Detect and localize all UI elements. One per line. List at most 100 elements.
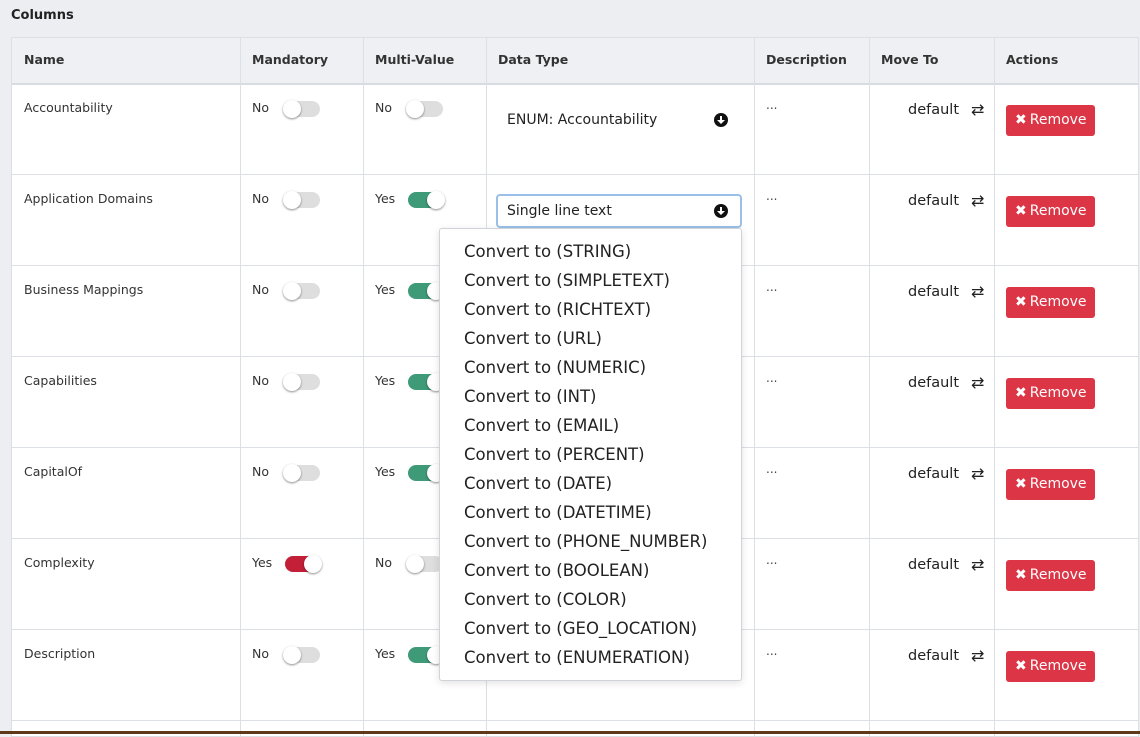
swap-arrows-icon[interactable]: ⇄ [971,373,985,392]
mandatory-toggle[interactable] [283,282,320,300]
swap-arrows-icon[interactable]: ⇄ [971,282,985,301]
dropdown-item[interactable]: Convert to (COLOR) [464,590,627,609]
toggle-knob [283,282,301,300]
description-value[interactable]: ... [766,462,778,476]
actions-cell: ✖ Remove [994,539,1138,629]
toggle-knob [406,100,424,118]
toggle-knob [283,373,301,391]
mandatory-label: No [252,100,269,115]
move-to-value: default [908,557,960,573]
dropdown-item[interactable]: Convert to (GEO_LOCATION) [464,619,698,638]
dropdown-item[interactable]: Convert to (PHONE_NUMBER) [464,532,708,551]
multi-value-toggle[interactable] [406,555,443,573]
dropdown-item[interactable]: Convert to (PERCENT) [464,445,645,464]
dropdown-item[interactable]: Convert to (BOOLEAN) [464,561,650,580]
dropdown-item[interactable]: Convert to (URL) [464,329,602,348]
section-title: Columns [11,8,74,23]
mandatory-cell: No [240,630,363,720]
toggle-knob [283,464,301,482]
multi-value-label: No [375,555,392,570]
remove-label: Remove [1029,203,1087,219]
remove-button[interactable]: ✖ Remove [1006,378,1095,409]
row-name: Accountability [24,100,113,115]
mandatory-toggle[interactable] [283,646,320,664]
multi-value-label: Yes [375,464,396,479]
multi-value-toggle[interactable] [408,191,445,209]
dropdown-item[interactable]: Convert to (SIMPLETEXT) [464,271,670,290]
times-icon: ✖ [1015,112,1027,128]
data-type-select[interactable]: ENUM: Accountability [496,103,742,137]
header-mandatory: Mandatory [252,52,329,67]
move-to-value: default [908,193,960,209]
header-description: Description [766,52,847,67]
dropdown-item[interactable]: Convert to (INT) [464,387,597,406]
swap-arrows-icon[interactable]: ⇄ [971,646,985,665]
remove-button[interactable]: ✖ Remove [1006,651,1095,682]
data-type-select[interactable]: Single line text [496,194,742,228]
mandatory-toggle[interactable] [283,191,320,209]
remove-button[interactable]: ✖ Remove [1006,196,1095,227]
description-value[interactable]: ... [766,553,778,567]
actions-cell: ✖ Remove [994,448,1138,538]
swap-arrows-icon[interactable]: ⇄ [971,191,985,210]
move-to-cell: default ⇄ [869,357,994,447]
header-data-type: Data Type [498,52,569,67]
multi-value-cell: No [363,84,486,174]
table-row: Application Domains No Yes Single line text… [12,175,1138,266]
dropdown-item[interactable]: Convert to (DATE) [464,474,613,493]
remove-button[interactable]: ✖ Remove [1006,287,1095,318]
description-value[interactable]: ... [766,98,778,112]
description-value[interactable]: ... [766,371,778,385]
data-type-cell: Single line text [486,175,754,265]
description-value[interactable]: ... [766,644,778,658]
description-value[interactable]: ... [766,189,778,203]
dropdown-item[interactable]: Convert to (STRING) [464,242,632,261]
mandatory-label: No [252,464,269,479]
description-cell: ... [754,175,869,265]
remove-button[interactable]: ✖ Remove [1006,105,1095,136]
multi-value-cell: No [363,539,486,629]
row-name: Business Mappings [24,282,144,297]
multi-value-label: Yes [375,282,396,297]
toggle-knob [283,646,301,664]
swap-arrows-icon[interactable]: ⇄ [971,555,985,574]
column-divider [363,38,364,736]
mandatory-label: No [252,646,269,661]
remove-button[interactable]: ✖ Remove [1006,469,1095,500]
mandatory-label: No [252,373,269,388]
dropdown-item[interactable]: Convert to (ENUMERATION) [464,648,690,667]
header-name: Name [24,52,65,67]
column-divider [754,38,755,736]
dropdown-item[interactable]: Convert to (DATETIME) [464,503,652,522]
dropdown-item[interactable]: Convert to (NUMERIC) [464,358,647,377]
actions-cell: ✖ Remove [994,630,1138,720]
arrow-circle-down-icon [714,113,728,127]
bottom-strip [0,731,1140,734]
mandatory-toggle[interactable] [283,373,320,391]
move-to-value: default [908,375,960,391]
swap-arrows-icon[interactable]: ⇄ [971,464,985,483]
mandatory-toggle[interactable] [283,100,320,118]
column-divider [994,38,995,736]
dropdown-item[interactable]: Convert to (EMAIL) [464,416,620,435]
data-type-value: Single line text [507,203,612,219]
mandatory-label: No [252,191,269,206]
multi-value-toggle[interactable] [406,100,443,118]
move-to-cell: default ⇄ [869,630,994,720]
table-row: Description No Yes... default ⇄ ✖ Remove [12,630,1138,721]
times-icon: ✖ [1015,476,1027,492]
description-cell: ... [754,539,869,629]
row-name: Complexity [24,555,95,570]
mandatory-cell: No [240,84,363,174]
mandatory-toggle[interactable] [283,464,320,482]
mandatory-label: No [252,282,269,297]
swap-arrows-icon[interactable]: ⇄ [971,100,985,119]
times-icon: ✖ [1015,203,1027,219]
mandatory-toggle[interactable] [285,555,322,573]
multi-value-label: Yes [375,646,396,661]
description-value[interactable]: ... [766,280,778,294]
multi-value-cell: Yes [363,175,486,265]
dropdown-item[interactable]: Convert to (RICHTEXT) [464,300,652,319]
mandatory-label: Yes [252,555,273,570]
remove-button[interactable]: ✖ Remove [1006,560,1095,591]
